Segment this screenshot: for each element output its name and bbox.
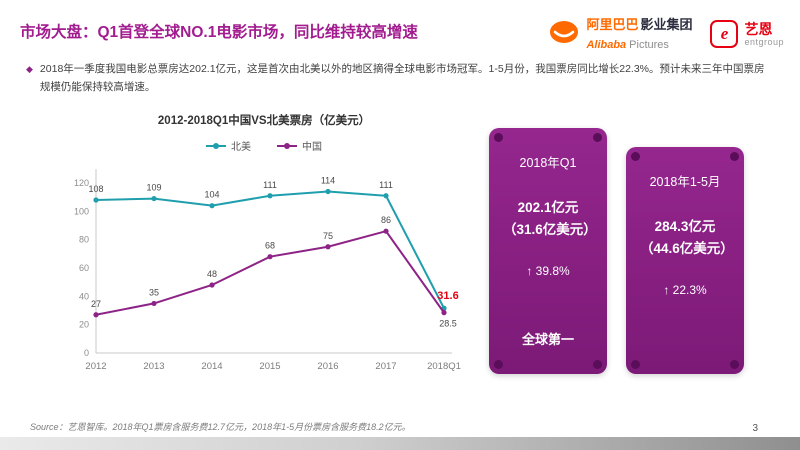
data-label: 108 (88, 184, 103, 194)
x-tick-label: 2018Q1 (427, 361, 461, 372)
page-number: 3 (752, 423, 758, 434)
data-point (325, 188, 331, 195)
card-boxoffice-value: 202.1亿元（31.6亿美元） (503, 200, 597, 237)
boxoffice-line-chart: 2012-2018Q1中国VS北美票房（亿美元） 北美 中国 0 20 40 60 80… (52, 112, 476, 390)
card-growth-rate: ↑ 39.8% (526, 264, 570, 279)
data-label: 28.5 (439, 319, 457, 329)
legend-item-china: 中国 (277, 138, 322, 153)
data-label: 48 (207, 269, 217, 279)
y-tick-label: 80 (79, 235, 89, 245)
data-point (325, 244, 331, 250)
chart-title: 2012-2018Q1中国VS北美票房（亿美元） (157, 115, 371, 127)
corner-dot (494, 360, 503, 369)
x-tick-label: 2017 (375, 361, 396, 372)
data-point (151, 195, 157, 202)
data-label: 86 (381, 215, 391, 225)
chart-legend: 北美 中国 (52, 138, 476, 153)
entgroup-logo-text: 艺恩 entgroup (744, 21, 784, 47)
summary-bullet: ◆ 2018年一季度我国电影总票房达202.1亿元，这是首次由北美以外的地区摘得… (26, 60, 768, 97)
data-label: 68 (265, 241, 275, 251)
legend-swatch (277, 142, 297, 150)
alibaba-cn-suffix: 影业集团 (640, 17, 693, 32)
stat-card-2018q1: 2018年Q1 202.1亿元（31.6亿美元） ↑ 39.8% 全球第一 (489, 128, 607, 374)
card-period: 2018年Q1 (519, 156, 577, 170)
entgroup-logo: e 艺恩 entgroup (710, 20, 784, 49)
card-boxoffice-value: 284.3亿元（44.6亿美元） (640, 219, 734, 256)
card-growth-rate: ↑ 22.3% (663, 283, 707, 298)
data-label: 109 (146, 183, 161, 193)
entgroup-en-name: entgroup (744, 37, 784, 48)
corner-dot (593, 133, 602, 142)
slide-footer-bar (0, 437, 800, 450)
data-point (267, 193, 273, 199)
alibaba-pictures-logo: 阿里巴巴 影业集团 Alibaba Pictures (548, 15, 692, 53)
data-point (441, 310, 447, 316)
y-tick-label: 120 (74, 178, 89, 188)
page-title: 市场大盘：Q1首登全球NO.1电影市场，同比维持较高增速 (20, 24, 418, 41)
data-point (383, 193, 389, 199)
legend-label: 北美 (231, 142, 251, 153)
data-label: 111 (379, 180, 393, 190)
alibaba-logo-text: 阿里巴巴 影业集团 Alibaba Pictures (586, 15, 692, 53)
legend-label: 中国 (302, 142, 322, 153)
y-tick-label: 0 (84, 348, 89, 358)
corner-dot (631, 360, 640, 369)
alibaba-cn-name: 阿里巴巴 (586, 17, 639, 32)
source-note: Source：艺恩智库。2018年Q1票房含服务费12.7亿元，2018年1-5… (30, 422, 411, 432)
y-tick-label: 40 (79, 291, 89, 301)
alibaba-icon (548, 19, 580, 50)
data-point (151, 300, 157, 307)
entgroup-icon: e (710, 20, 739, 49)
data-label: 111 (263, 180, 277, 190)
data-point (209, 203, 215, 209)
line-chart-canvas: 0 20 40 60 80 100 120 2012 2013 2014 2015 2016 2017 2… (74, 169, 461, 372)
y-tick-label: 60 (79, 263, 89, 273)
data-point (93, 312, 99, 318)
alibaba-en-name: Alibaba (586, 39, 627, 52)
x-tick-label: 2016 (317, 361, 338, 372)
data-point (93, 197, 99, 203)
legend-swatch (206, 142, 226, 150)
card-note: 全球第一 (521, 332, 574, 347)
diamond-bullet-icon: ◆ (26, 64, 33, 74)
data-label: 27 (91, 299, 101, 309)
data-point (383, 228, 389, 234)
data-label: 75 (323, 231, 333, 241)
x-tick-label: 2013 (143, 361, 164, 372)
corner-dot (730, 360, 739, 369)
stat-card-2018-jan-may: 2018年1-5月 284.3亿元（44.6亿美元） ↑ 22.3% (626, 147, 744, 374)
data-label: 35 (149, 287, 159, 297)
corner-dot (494, 133, 503, 142)
y-tick-label: 20 (79, 320, 89, 330)
data-point (209, 282, 215, 288)
corner-dot (730, 152, 739, 161)
x-tick-label: 2014 (201, 361, 222, 372)
x-tick-label: 2015 (259, 361, 280, 372)
y-tick-label: 100 (74, 206, 89, 216)
alibaba-en-suffix: Pictures (629, 39, 669, 52)
corner-dot (593, 360, 602, 369)
data-label: 114 (321, 176, 335, 186)
corner-dot (631, 152, 640, 161)
card-period: 2018年1-5月 (649, 175, 721, 189)
summary-text: 2018年一季度我国电影总票房达202.1亿元，这是首次由北美以外的地区摘得全球… (39, 63, 765, 94)
data-label: 104 (204, 190, 219, 200)
entgroup-cn-name: 艺恩 (744, 21, 773, 38)
data-point (267, 254, 273, 260)
legend-item-north-america: 北美 (206, 138, 251, 153)
highlight-data-label: 31.6 (437, 290, 458, 302)
x-tick-label: 2012 (85, 361, 106, 372)
logo-area: 阿里巴巴 影业集团 Alibaba Pictures e 艺恩 entgroup (548, 15, 784, 53)
